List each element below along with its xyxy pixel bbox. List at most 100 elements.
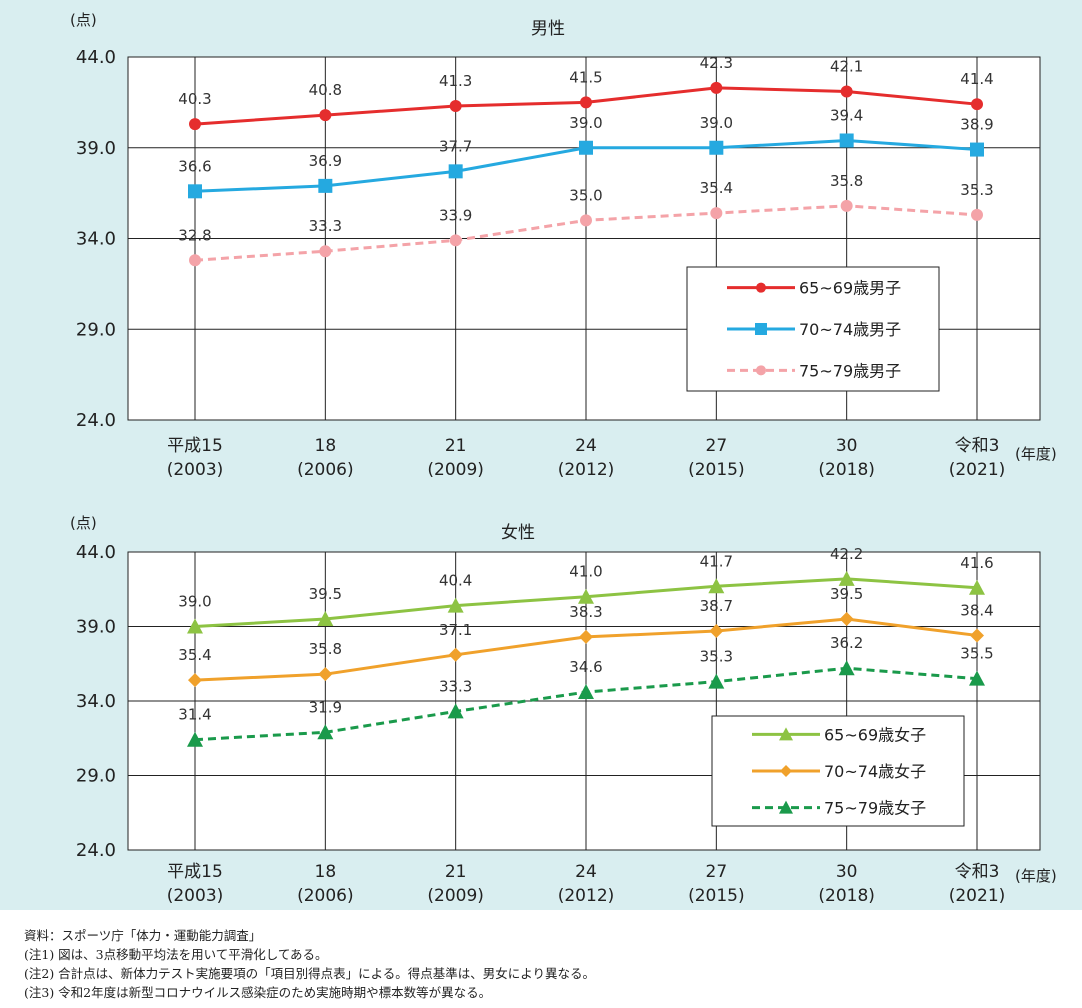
male-data-label: 42.1 bbox=[830, 57, 863, 75]
female-data-label: 35.5 bbox=[960, 645, 993, 663]
female-xtick-year: (2021) bbox=[949, 886, 1006, 906]
female-data-point bbox=[969, 579, 985, 595]
female-data-point bbox=[318, 667, 333, 682]
female-data-label: 31.9 bbox=[309, 698, 342, 716]
female-data-label: 35.3 bbox=[700, 648, 733, 666]
female-data-point bbox=[187, 618, 203, 634]
female-data-point bbox=[187, 731, 203, 747]
male-legend-marker bbox=[755, 323, 767, 335]
female-data-label: 35.8 bbox=[309, 640, 342, 658]
male-xtick-year: (2009) bbox=[427, 460, 484, 480]
male-data-label: 36.6 bbox=[178, 157, 211, 175]
male-ytick-label: 24.0 bbox=[76, 410, 116, 431]
male-xtick-year: (2012) bbox=[558, 460, 615, 480]
female-data-label: 36.2 bbox=[830, 634, 863, 652]
male-xtick-label: 21 bbox=[445, 436, 467, 456]
male-data-point bbox=[579, 140, 593, 155]
female-data-point bbox=[709, 623, 724, 638]
female-data-point bbox=[448, 647, 463, 662]
female-ytick-label: 24.0 bbox=[76, 840, 116, 861]
male-data-point bbox=[318, 178, 333, 193]
female-xtick-year: (2012) bbox=[558, 886, 615, 906]
female-ytick-label: 44.0 bbox=[76, 542, 116, 563]
male-data-label: 39.4 bbox=[830, 106, 863, 124]
male-data-point bbox=[189, 118, 201, 131]
male-data-label: 35.8 bbox=[830, 172, 863, 190]
male-data-label: 41.4 bbox=[960, 70, 993, 88]
male-legend-label: 75~79歳男子 bbox=[799, 361, 901, 380]
male-data-label: 41.3 bbox=[439, 72, 472, 90]
male-data-label: 37.7 bbox=[439, 137, 472, 155]
figure-background: 44.0 39.0 34.0 29.0 24.0 平成15 (2003) 18 (2006) 21… bbox=[0, 0, 1082, 910]
female-data-point bbox=[447, 597, 464, 613]
note-source: 資料：スポーツ庁「体力・運動能力調査」 bbox=[24, 928, 262, 943]
male-xtick-label: 24 bbox=[575, 436, 597, 456]
female-xtick-label: 18 bbox=[315, 862, 337, 882]
male-data-point bbox=[319, 109, 332, 122]
male-data-label: 35.4 bbox=[700, 179, 733, 197]
female-xtick-year: (2003) bbox=[167, 886, 224, 906]
female-xtick-label: 30 bbox=[836, 862, 858, 882]
male-xtick-year: (2021) bbox=[949, 460, 1006, 480]
male-data-label: 33.3 bbox=[309, 217, 342, 235]
female-data-label: 38.4 bbox=[960, 601, 993, 619]
charts-svg: 44.0 39.0 34.0 29.0 24.0 平成15 (2003) 18 (2006) 21… bbox=[70, 11, 1057, 906]
male-data-point bbox=[709, 140, 724, 155]
female-xtick-label: 平成15 bbox=[167, 862, 223, 882]
male-legend-marker bbox=[756, 365, 766, 376]
female-data-label: 38.7 bbox=[700, 597, 733, 615]
female-data-label: 40.4 bbox=[439, 572, 472, 590]
female-data-label: 41.7 bbox=[700, 552, 733, 570]
male-data-point bbox=[319, 245, 332, 258]
male-data-point bbox=[840, 85, 853, 98]
female-xtick-year: (2006) bbox=[297, 886, 354, 906]
male-data-label: 39.0 bbox=[700, 114, 733, 132]
male-xtick-year: (2018) bbox=[818, 460, 875, 480]
female-data-label: 37.1 bbox=[439, 621, 472, 639]
female-xtick-label: 27 bbox=[706, 862, 728, 882]
male-data-label: 35.0 bbox=[569, 186, 602, 204]
male-data-label: 41.5 bbox=[569, 68, 602, 86]
male-xtick-label: 18 bbox=[315, 436, 337, 456]
male-xtick-label: 30 bbox=[836, 436, 858, 456]
male-legend-label: 65~69歳男子 bbox=[799, 279, 901, 298]
male-data-point bbox=[449, 100, 462, 113]
male-data-label: 33.9 bbox=[439, 206, 472, 224]
note-3: (注3) 令和2年度は新型コロナウイルス感染症のため実施時期や標本数等が異なる。 bbox=[24, 985, 492, 1000]
female-legend-label: 75~79歳女子 bbox=[824, 799, 926, 818]
female-ytick-label: 34.0 bbox=[76, 691, 116, 712]
female-data-point bbox=[447, 703, 464, 719]
male-xtick-year: (2015) bbox=[688, 460, 745, 480]
male-data-label: 40.8 bbox=[309, 81, 342, 99]
male-data-point bbox=[188, 184, 202, 199]
male-data-point bbox=[448, 164, 463, 179]
female-data-label: 31.4 bbox=[178, 706, 211, 724]
male-ytick-label: 34.0 bbox=[76, 229, 116, 250]
female-y-unit: (点) bbox=[70, 514, 97, 532]
male-x-unit: (年度) bbox=[1015, 445, 1057, 463]
female-data-point bbox=[578, 588, 594, 604]
male-ytick-label: 29.0 bbox=[76, 319, 116, 340]
note-1: (注1) 図は、3点移動平均法を用いて平滑化してある。 bbox=[24, 947, 328, 962]
female-legend-label: 70~74歳女子 bbox=[824, 762, 926, 781]
female-data-point bbox=[838, 660, 855, 676]
female-data-point bbox=[838, 570, 855, 586]
notes: 資料：スポーツ庁「体力・運動能力調査」 (注1) 図は、3点移動平均法を用いて平… bbox=[24, 926, 1064, 1002]
male-ytick-label: 44.0 bbox=[76, 47, 116, 68]
female-x-unit: (年度) bbox=[1015, 867, 1057, 885]
female-data-label: 39.5 bbox=[830, 585, 863, 603]
female-data-label: 39.0 bbox=[178, 593, 211, 611]
male-data-point bbox=[580, 214, 592, 227]
male-legend-marker bbox=[756, 282, 766, 293]
female-series-2 bbox=[188, 612, 984, 688]
female-data-point bbox=[839, 612, 854, 627]
female-series-3 bbox=[187, 660, 985, 747]
male-data-point bbox=[970, 142, 984, 157]
male-data-point bbox=[580, 96, 592, 109]
female-ytick-label: 39.0 bbox=[76, 617, 116, 638]
male-series-2 bbox=[188, 133, 984, 199]
female-data-point bbox=[317, 611, 334, 627]
female-data-label: 33.3 bbox=[439, 677, 472, 695]
female-ytick-label: 29.0 bbox=[76, 766, 116, 787]
female-xtick-label: 21 bbox=[445, 862, 467, 882]
